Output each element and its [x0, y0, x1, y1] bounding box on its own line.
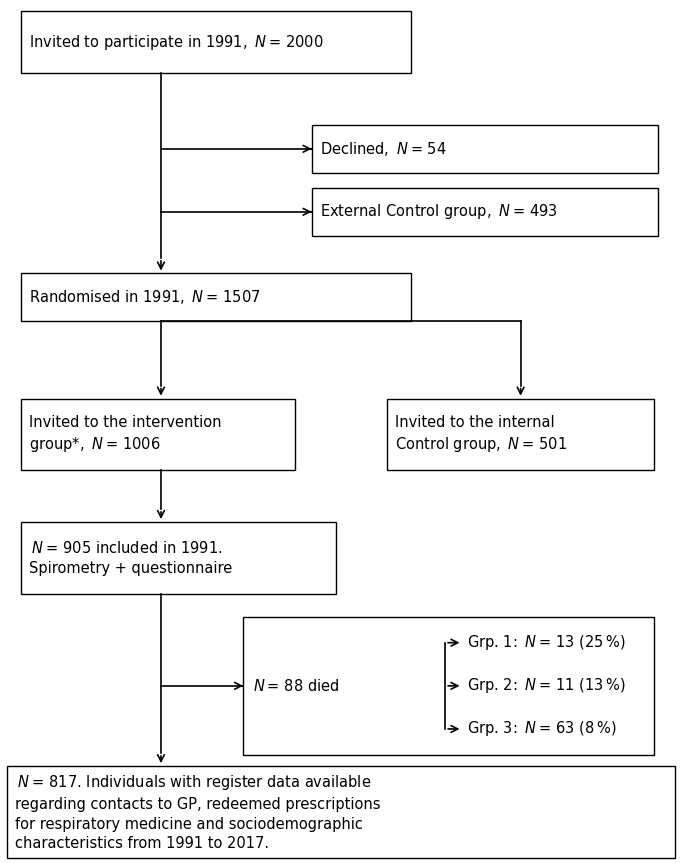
Text: Grp. 3:  $N$ = 63 (8 %): Grp. 3: $N$ = 63 (8 %): [467, 720, 617, 739]
FancyBboxPatch shape: [21, 522, 336, 594]
FancyBboxPatch shape: [21, 274, 411, 321]
Text: Invited to the internal
Control group,  $N$ = 501: Invited to the internal Control group, $…: [395, 414, 567, 454]
FancyBboxPatch shape: [21, 11, 411, 73]
FancyBboxPatch shape: [21, 399, 295, 470]
Text: Randomised in 1991,  $N$ = 1507: Randomised in 1991, $N$ = 1507: [29, 288, 260, 306]
Text: Invited to the intervention
group*,  $N$ = 1006: Invited to the intervention group*, $N$ …: [29, 414, 221, 454]
Text: Declined,  $N$ = 54: Declined, $N$ = 54: [320, 140, 447, 158]
Text: $N$ = 817. Individuals with register data available
regarding contacts to GP, re: $N$ = 817. Individuals with register dat…: [15, 773, 381, 852]
FancyBboxPatch shape: [312, 188, 658, 236]
Text: Grp. 2:  $N$ = 11 (13 %): Grp. 2: $N$ = 11 (13 %): [467, 677, 627, 696]
FancyBboxPatch shape: [312, 125, 658, 173]
Text: $N$ = 905 included in 1991.
Spirometry + questionnaire: $N$ = 905 included in 1991. Spirometry +…: [29, 540, 232, 576]
Text: Grp. 1:  $N$ = 13 (25 %): Grp. 1: $N$ = 13 (25 %): [467, 633, 627, 652]
FancyBboxPatch shape: [243, 617, 654, 755]
Text: External Control group,  $N$ = 493: External Control group, $N$ = 493: [320, 202, 558, 221]
Text: Invited to participate in 1991,  $N$ = 2000: Invited to participate in 1991, $N$ = 20…: [29, 33, 323, 52]
Text: $N$ = 88 died: $N$ = 88 died: [253, 677, 340, 694]
FancyBboxPatch shape: [7, 766, 675, 859]
FancyBboxPatch shape: [387, 399, 654, 470]
